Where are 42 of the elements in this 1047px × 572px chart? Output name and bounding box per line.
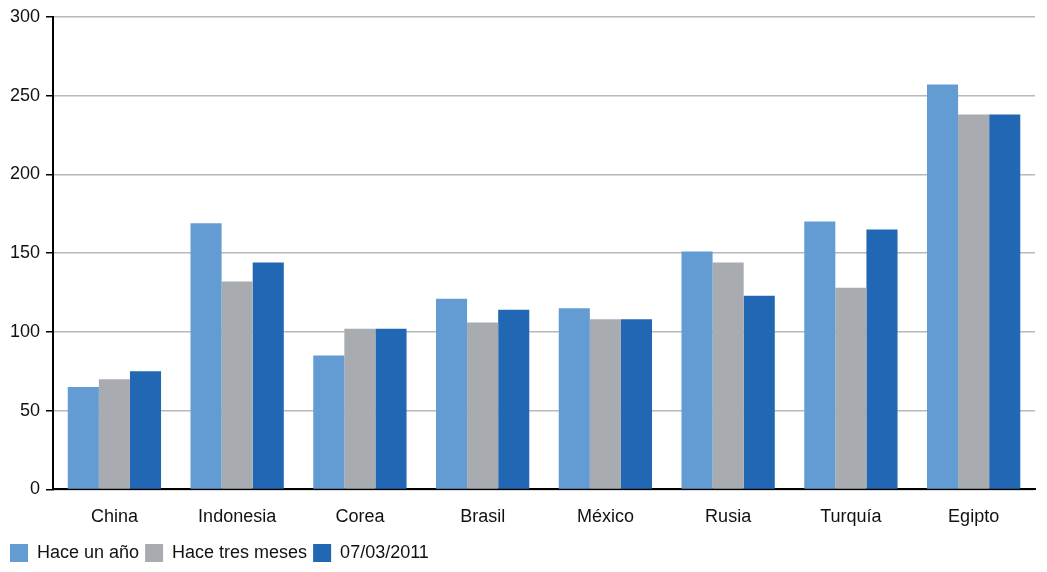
x-tick-label: México	[576, 506, 634, 527]
y-tick-label: 200	[9, 163, 41, 184]
legend-label: Hace tres meses	[172, 541, 308, 562]
bar	[835, 287, 867, 489]
bar	[190, 223, 222, 489]
y-tick-label: 100	[9, 320, 41, 341]
bar	[221, 281, 253, 489]
bar	[67, 387, 99, 489]
y-tick-label: 150	[9, 242, 41, 263]
y-tick-label: 300	[9, 5, 41, 26]
bar	[252, 262, 284, 489]
legend-label: 07/03/2011	[340, 541, 429, 562]
bar	[344, 328, 376, 489]
bar	[558, 308, 590, 489]
bar	[958, 114, 990, 489]
bar	[498, 309, 530, 489]
x-tick-label: Rusia	[705, 506, 753, 527]
bar	[467, 322, 499, 489]
bar	[436, 298, 468, 489]
x-tick-label: Brasil	[460, 506, 506, 527]
y-tick-label: 0	[30, 478, 41, 499]
bar	[375, 328, 407, 489]
bar	[866, 229, 898, 489]
x-tick-label: China	[90, 506, 139, 527]
bar	[313, 355, 345, 489]
legend-label: Hace un año	[37, 541, 140, 562]
bar	[620, 319, 653, 489]
y-tick-label: 50	[20, 399, 41, 420]
bar	[743, 295, 775, 489]
x-tick-label: Indonesia	[198, 506, 278, 527]
bar	[804, 221, 836, 489]
bar	[589, 319, 621, 489]
bar	[712, 262, 744, 489]
bar	[129, 371, 162, 489]
bar	[926, 84, 959, 489]
x-tick-label: Egipto	[948, 506, 1000, 527]
bar	[681, 251, 713, 489]
bar	[98, 379, 130, 489]
x-tick-label: Corea	[335, 506, 386, 527]
bar	[989, 114, 1021, 489]
y-tick-label: 250	[9, 84, 41, 105]
x-tick-label: Turquía	[820, 506, 883, 527]
